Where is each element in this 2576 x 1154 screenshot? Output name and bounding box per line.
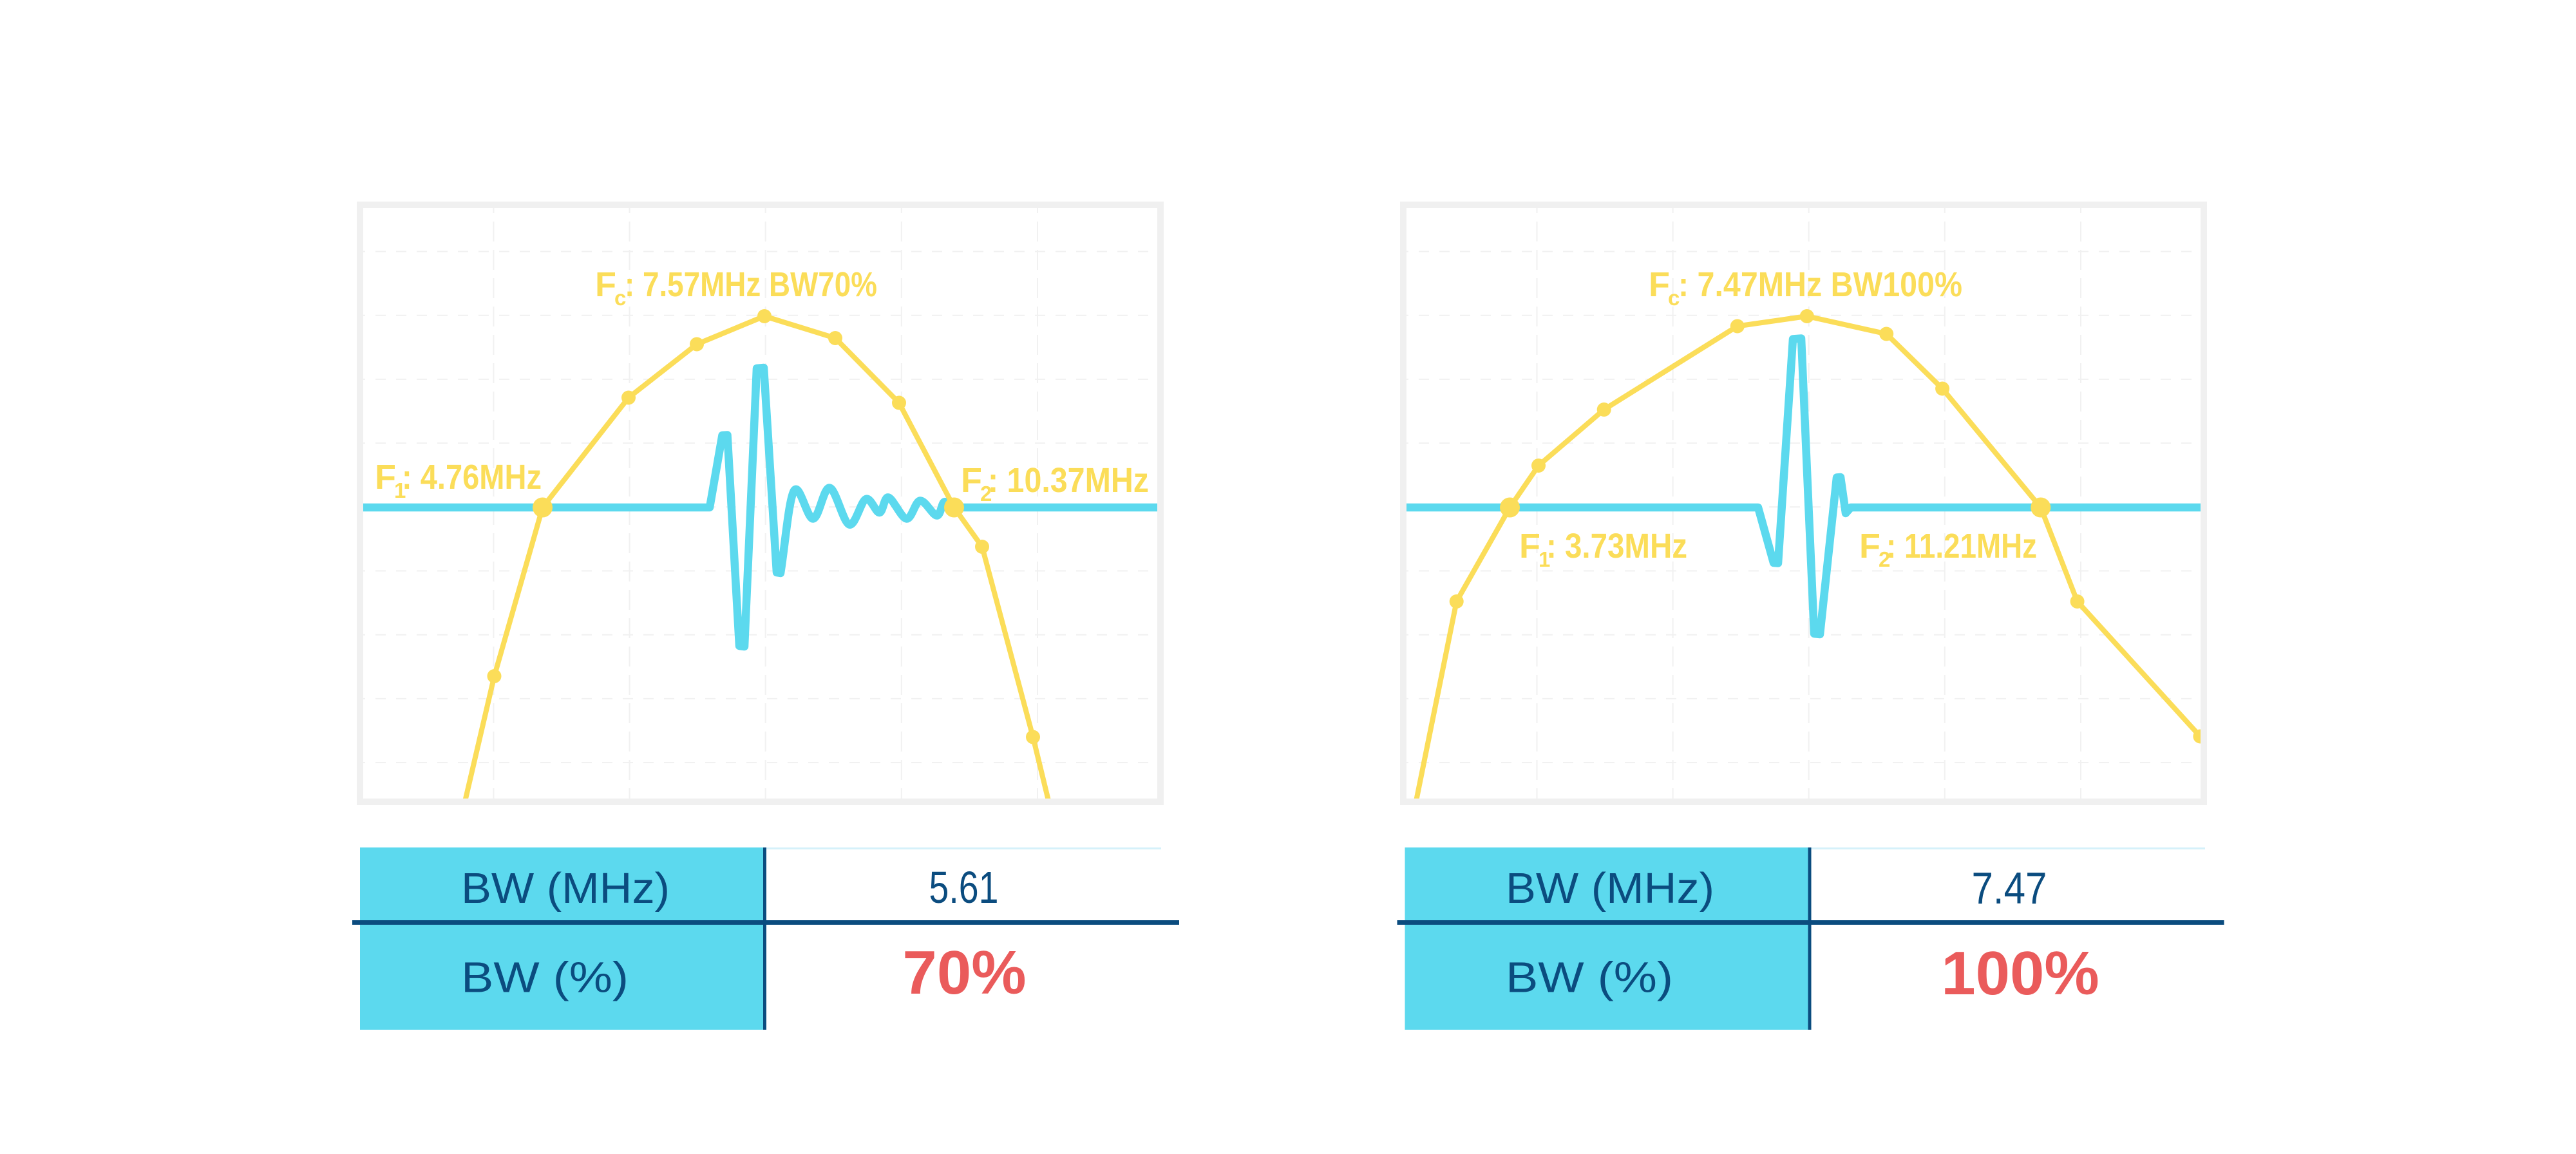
svg-text:: 7.47MHz BW100%: : 7.47MHz BW100% bbox=[1678, 265, 1962, 304]
svg-text:1: 1 bbox=[1539, 547, 1550, 571]
svg-text:F: F bbox=[1519, 527, 1540, 565]
svg-text:: 10.37MHz: : 10.37MHz bbox=[988, 461, 1149, 500]
svg-text:BW (MHz): BW (MHz) bbox=[461, 864, 670, 913]
svg-text:c: c bbox=[1668, 286, 1680, 310]
svg-text:70%: 70% bbox=[902, 938, 1026, 1007]
svg-text:BW (%): BW (%) bbox=[1506, 954, 1673, 1002]
svg-text:F: F bbox=[961, 461, 982, 500]
svg-text:2: 2 bbox=[1879, 547, 1890, 571]
svg-text:: 3.73MHz: : 3.73MHz bbox=[1546, 527, 1687, 565]
svg-text:BW (MHz): BW (MHz) bbox=[1506, 864, 1714, 913]
svg-text:1: 1 bbox=[394, 478, 406, 502]
svg-text:BW (%): BW (%) bbox=[461, 954, 629, 1002]
svg-text:: 4.76MHz: : 4.76MHz bbox=[402, 458, 542, 497]
svg-text:F: F bbox=[1649, 265, 1670, 304]
svg-text:2: 2 bbox=[980, 482, 992, 506]
svg-text:F: F bbox=[595, 265, 616, 304]
svg-text:100%: 100% bbox=[1941, 939, 2099, 1008]
svg-text:: 11.21MHz: : 11.21MHz bbox=[1886, 527, 2037, 565]
svg-text:: 7.57MHz BW70%: : 7.57MHz BW70% bbox=[625, 265, 877, 304]
svg-text:F: F bbox=[1859, 527, 1880, 565]
svg-text:7.47: 7.47 bbox=[1972, 863, 2047, 913]
svg-text:c: c bbox=[614, 286, 626, 310]
svg-text:F: F bbox=[375, 458, 396, 497]
svg-text:5.61: 5.61 bbox=[929, 862, 999, 913]
